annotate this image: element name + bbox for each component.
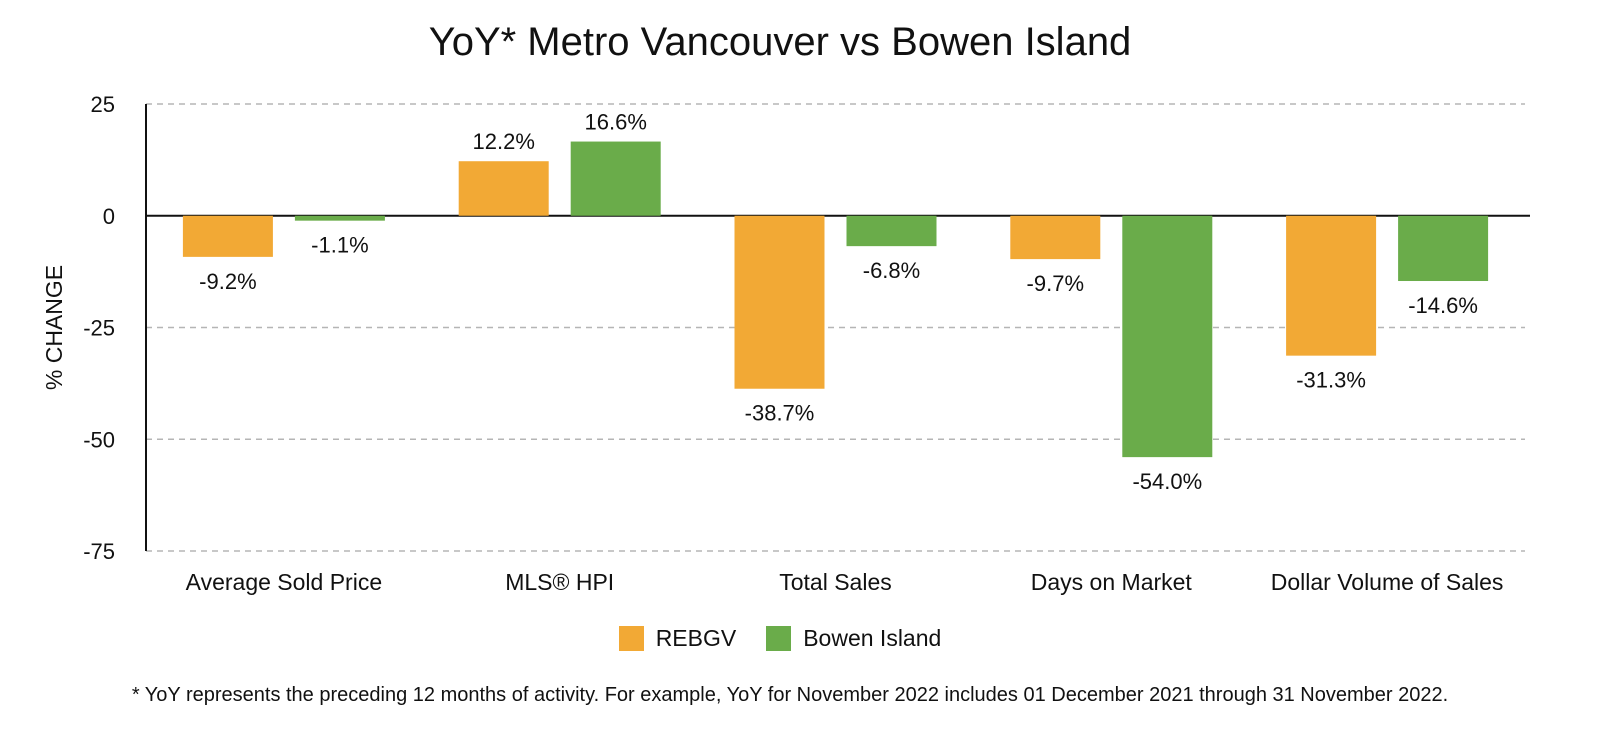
chart-title: YoY* Metro Vancouver vs Bowen Island: [428, 20, 1132, 64]
data-label: 12.2%: [473, 129, 535, 154]
data-label: -9.2%: [199, 269, 256, 294]
y-tick-label: -75: [83, 539, 115, 564]
data-label: -14.6%: [1408, 293, 1478, 318]
legend-item-bowen-island: Bowen Island: [766, 625, 941, 652]
legend-swatch-rebgv: [618, 626, 644, 651]
bar-bowen-island: [1122, 215, 1213, 458]
legend: REBGV Bowen Island: [0, 625, 1560, 652]
y-tick-label: -50: [83, 427, 115, 452]
bar-bowen-island: [294, 215, 385, 221]
bar-rebgv: [1010, 215, 1101, 260]
x-tick-label: MLS® HPI: [505, 569, 614, 595]
data-label: -1.1%: [311, 233, 368, 258]
legend-label-rebgv: REBGV: [655, 625, 737, 651]
footnote: * YoY represents the preceding 12 months…: [131, 684, 1449, 706]
bars: [182, 141, 1489, 458]
x-tick-label: Days on Market: [1031, 569, 1193, 595]
data-label: -31.3%: [1296, 368, 1366, 393]
bar-rebgv: [1286, 215, 1377, 356]
data-label: -54.0%: [1132, 469, 1202, 494]
y-tick-label: 0: [103, 204, 115, 229]
bar-bowen-island: [570, 141, 661, 216]
bar-rebgv: [182, 215, 273, 257]
bar-bowen-island: [1398, 215, 1489, 282]
legend-swatch-bowen-island: [766, 626, 792, 651]
y-axis-label: % CHANGE: [41, 265, 67, 390]
data-label: -6.8%: [863, 258, 920, 283]
data-label: -38.7%: [745, 401, 815, 426]
y-tick-label: -25: [83, 316, 115, 341]
bar-rebgv: [734, 215, 825, 389]
x-tick-label: Dollar Volume of Sales: [1271, 569, 1504, 595]
x-tick-label: Total Sales: [779, 569, 892, 595]
data-label: -9.7%: [1027, 271, 1084, 296]
x-tick-label: Average Sold Price: [186, 569, 382, 595]
data-label: 16.6%: [585, 110, 647, 135]
axes: 25 0 -25 -50 -75 % CHANGE Average Sold Price ML…: [41, 92, 1530, 595]
legend-label-bowen-island: Bowen Island: [803, 625, 942, 651]
chart-plot: 25 0 -25 -50 -75 % CHANGE Average Sold Price ML…: [41, 92, 1530, 595]
y-tick-label: 25: [91, 92, 115, 117]
data-labels: -9.2% -1.1% 12.2% 16.6% -38.7% -6.8% -9.7% -54.…: [199, 110, 1478, 495]
bar-rebgv: [458, 161, 549, 216]
bar-bowen-island: [846, 215, 937, 247]
legend-item-rebgv: REBGV: [618, 625, 737, 652]
